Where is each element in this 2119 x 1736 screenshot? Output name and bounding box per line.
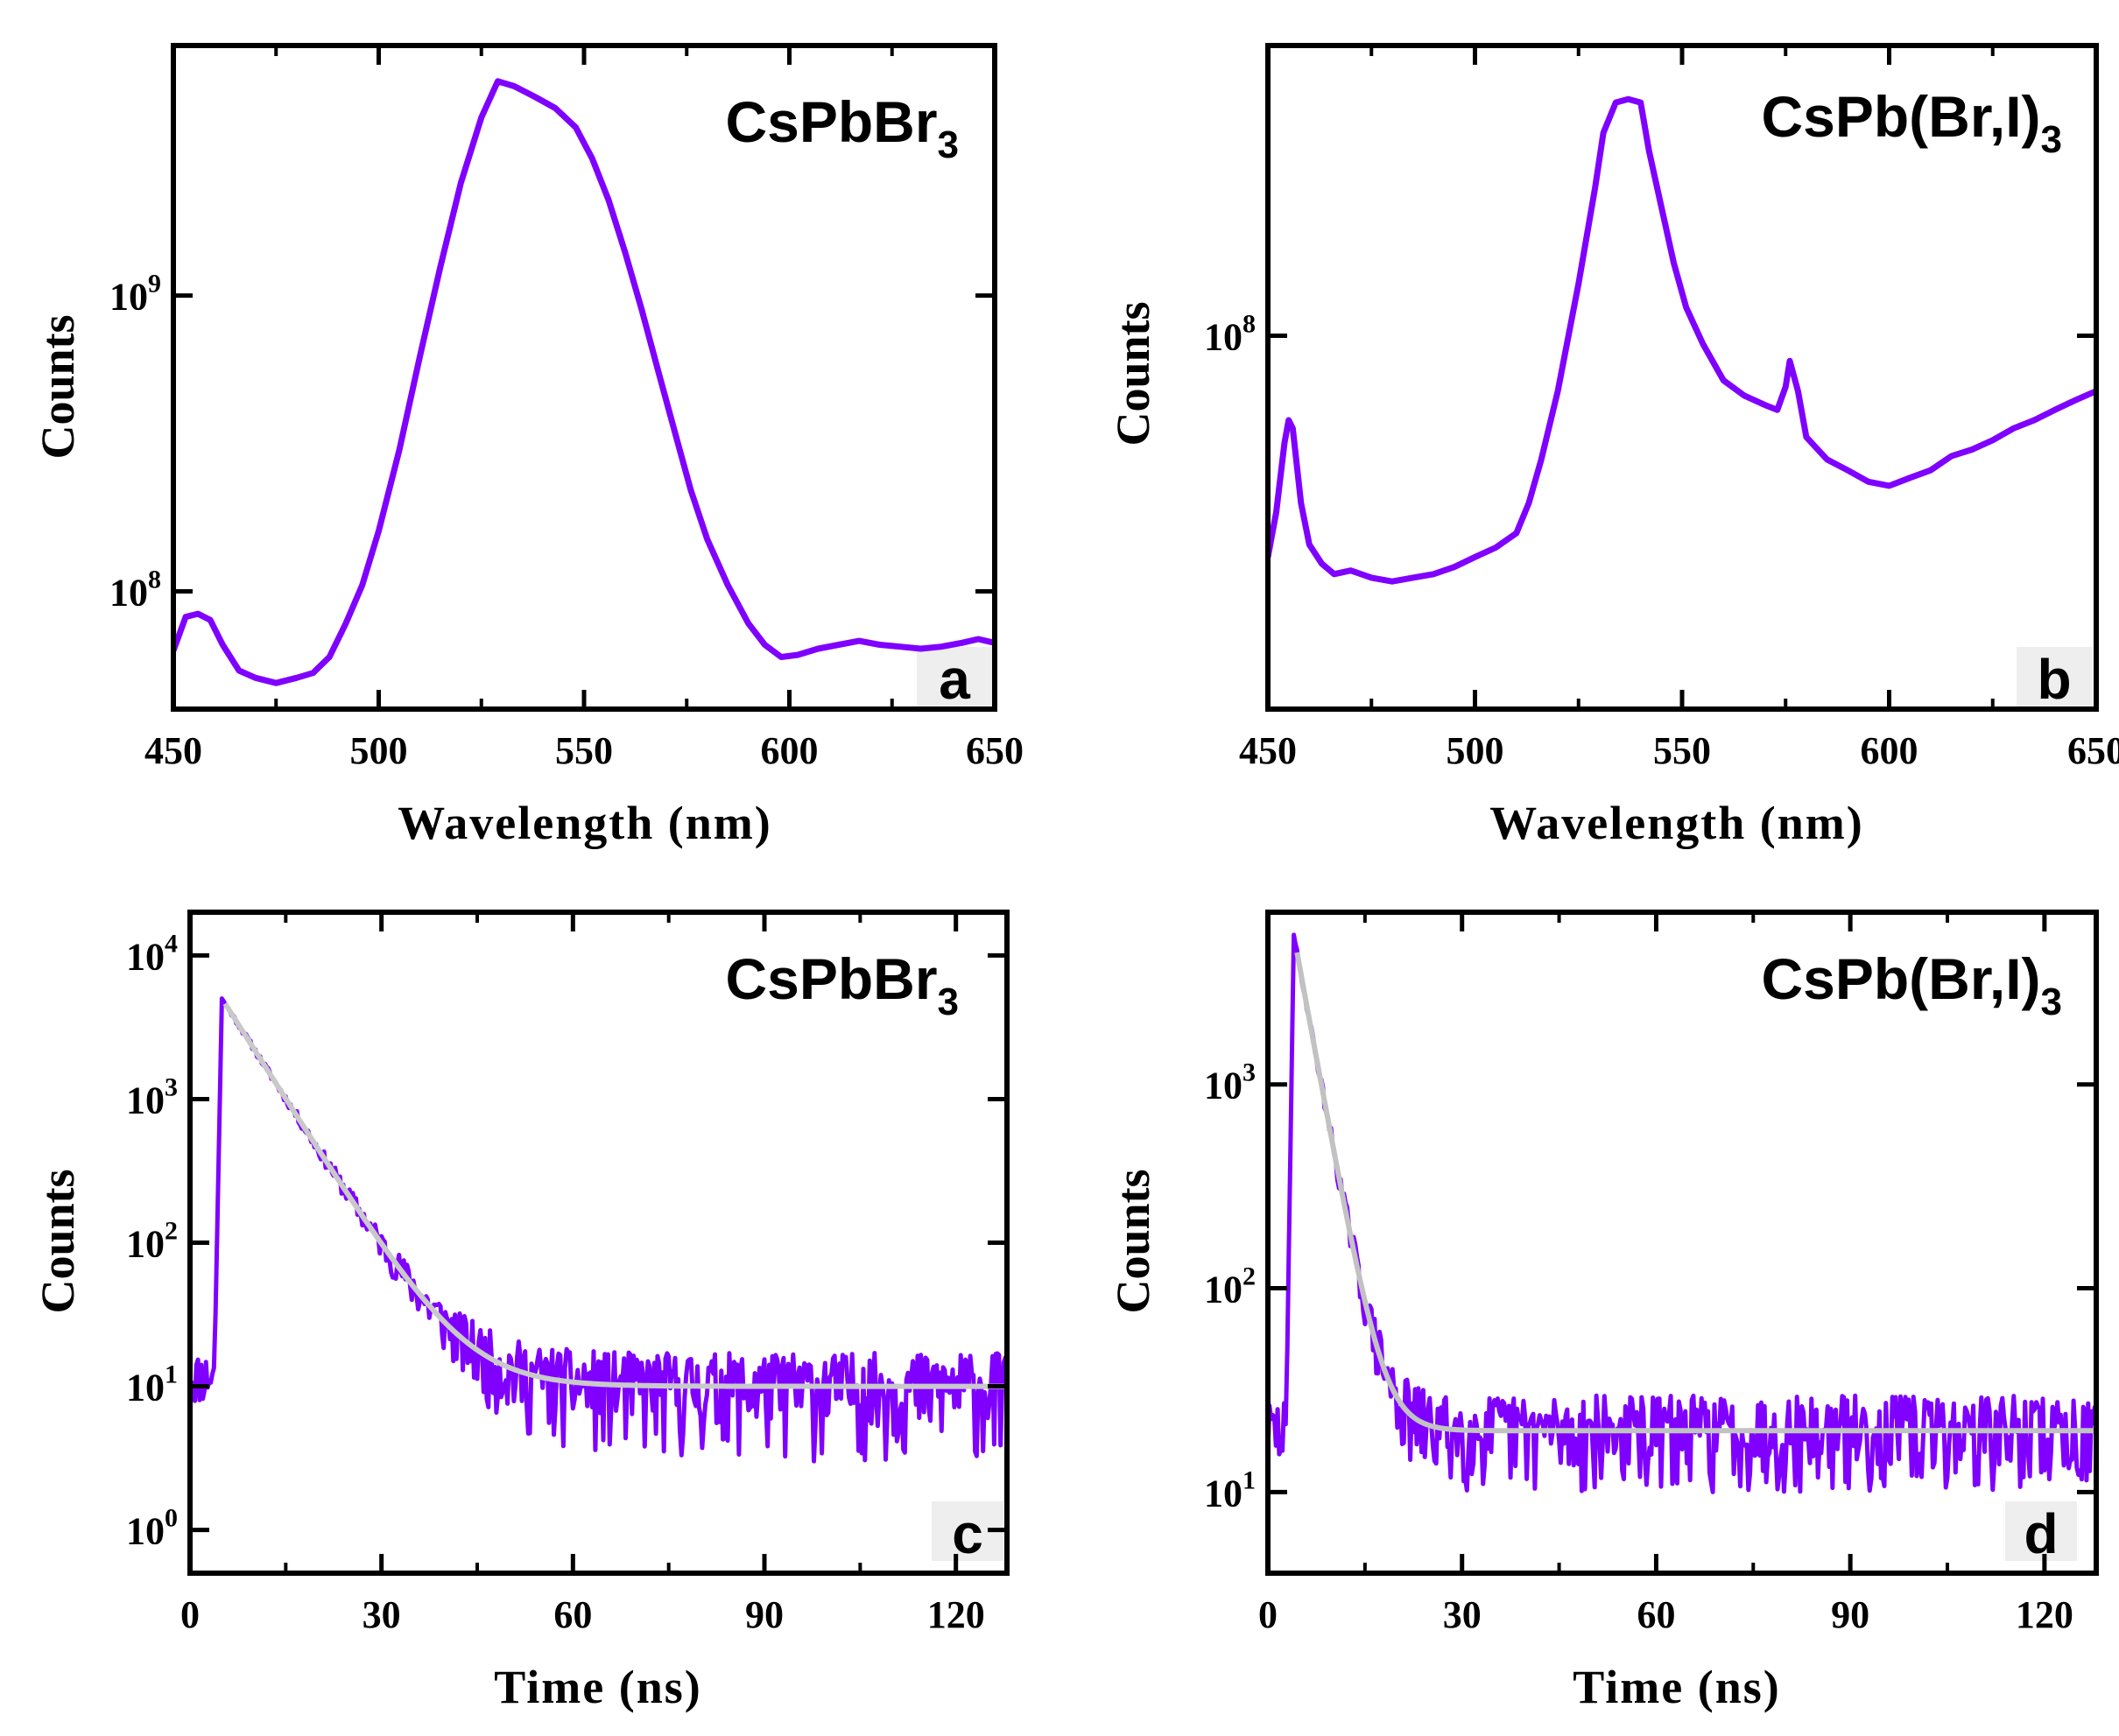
panel-title-a: CsPbBr3	[725, 89, 959, 166]
x-tick-label-a: 500	[350, 729, 408, 772]
x-tick-label-c: 60	[553, 1593, 592, 1636]
x-tick-label-d: 60	[1637, 1593, 1675, 1636]
panel-letter-bg-d	[2005, 1501, 2077, 1561]
y-tick-label-c: 104	[126, 929, 178, 978]
x-tick-label-b: 650	[2067, 729, 2119, 772]
x-axis-label-c: Time (ns)	[494, 1661, 702, 1713]
y-axis-label-a: Counts	[32, 314, 84, 459]
panel-c: Counts Time (ns) CsPbBr3 c 0 30 60 90 120100…	[32, 910, 1010, 1713]
series-line-b	[1268, 95, 2096, 585]
x-tick-label-d: 120	[2016, 1593, 2073, 1636]
x-tick-label-d: 90	[1831, 1593, 1869, 1636]
y-axis-label-b: Counts	[1107, 301, 1159, 446]
axes-frame-c	[187, 910, 1010, 1576]
x-axis-label-a: Wavelength (nm)	[398, 797, 772, 849]
x-tick-label-c: 90	[745, 1593, 784, 1636]
panel-letter-a: a	[939, 648, 970, 711]
panel-title-b: CsPb(Br,I)3	[1761, 84, 2062, 161]
panel-a: Counts Wavelength (nm) CsPbBr3 a 450 500 5…	[32, 43, 1024, 849]
x-tick-label-c: 120	[927, 1593, 985, 1636]
y-tick-label-a: 109	[109, 270, 161, 319]
plot-area-b	[1268, 95, 2096, 585]
y-tick-label-c: 101	[126, 1360, 178, 1409]
panel-letter-d: d	[2024, 1502, 2058, 1565]
y-tick-label-c: 100	[126, 1504, 178, 1553]
y-tick-label-b: 108	[1204, 310, 1256, 359]
y-tick-label-c: 103	[126, 1072, 178, 1121]
fit-line-d	[1294, 952, 2096, 1434]
x-tick-label-c: 0	[180, 1593, 200, 1636]
data-line-c	[190, 996, 1007, 1464]
x-tick-label-b: 600	[1861, 729, 1918, 772]
plot-area-d	[1268, 932, 2096, 1494]
panel-b: Counts Wavelength (nm) CsPb(Br,I)3 b 450…	[1107, 43, 2119, 849]
x-tick-label-d: 30	[1443, 1593, 1482, 1636]
x-axis-label-d: Time (ns)	[1573, 1661, 1781, 1713]
panel-letter-b: b	[2037, 648, 2071, 711]
panel-letter-bg-b	[2017, 647, 2092, 706]
plot-area-c	[190, 996, 1007, 1464]
x-tick-label-d: 0	[1258, 1593, 1278, 1636]
panel-d: Counts Time (ns) CsPb(Br,I)3 d 0 30 60 90 12…	[1107, 910, 2099, 1713]
series-line-a	[173, 78, 995, 686]
x-tick-label-b: 500	[1447, 729, 1504, 772]
data-line-d	[1268, 932, 2096, 1494]
y-tick-label-a: 108	[109, 566, 161, 615]
panel-title-d: CsPb(Br,I)3	[1761, 946, 2062, 1023]
y-tick-label-d: 103	[1204, 1058, 1256, 1107]
x-tick-label-b: 450	[1239, 729, 1297, 772]
y-tick-label-d: 102	[1204, 1262, 1256, 1311]
y-tick-label-c: 102	[126, 1217, 178, 1266]
x-tick-label-a: 600	[761, 729, 819, 772]
x-tick-label-a: 650	[966, 729, 1024, 772]
x-tick-label-a: 550	[555, 729, 613, 772]
x-tick-label-c: 30	[363, 1593, 401, 1636]
x-axis-label-b: Wavelength (nm)	[1489, 797, 1864, 849]
panel-letter-bg-a	[917, 647, 992, 706]
y-axis-label-d: Counts	[1107, 1169, 1159, 1313]
x-tick-label-a: 450	[144, 729, 202, 772]
y-tick-label-d: 101	[1204, 1465, 1256, 1515]
plot-area-a	[173, 78, 995, 686]
fit-line-c	[222, 1002, 1007, 1389]
axes-frame-d	[1265, 910, 2099, 1576]
panel-title-c: CsPbBr3	[725, 946, 959, 1023]
x-tick-label-b: 550	[1653, 729, 1711, 772]
y-axis-label-c: Counts	[32, 1169, 84, 1313]
